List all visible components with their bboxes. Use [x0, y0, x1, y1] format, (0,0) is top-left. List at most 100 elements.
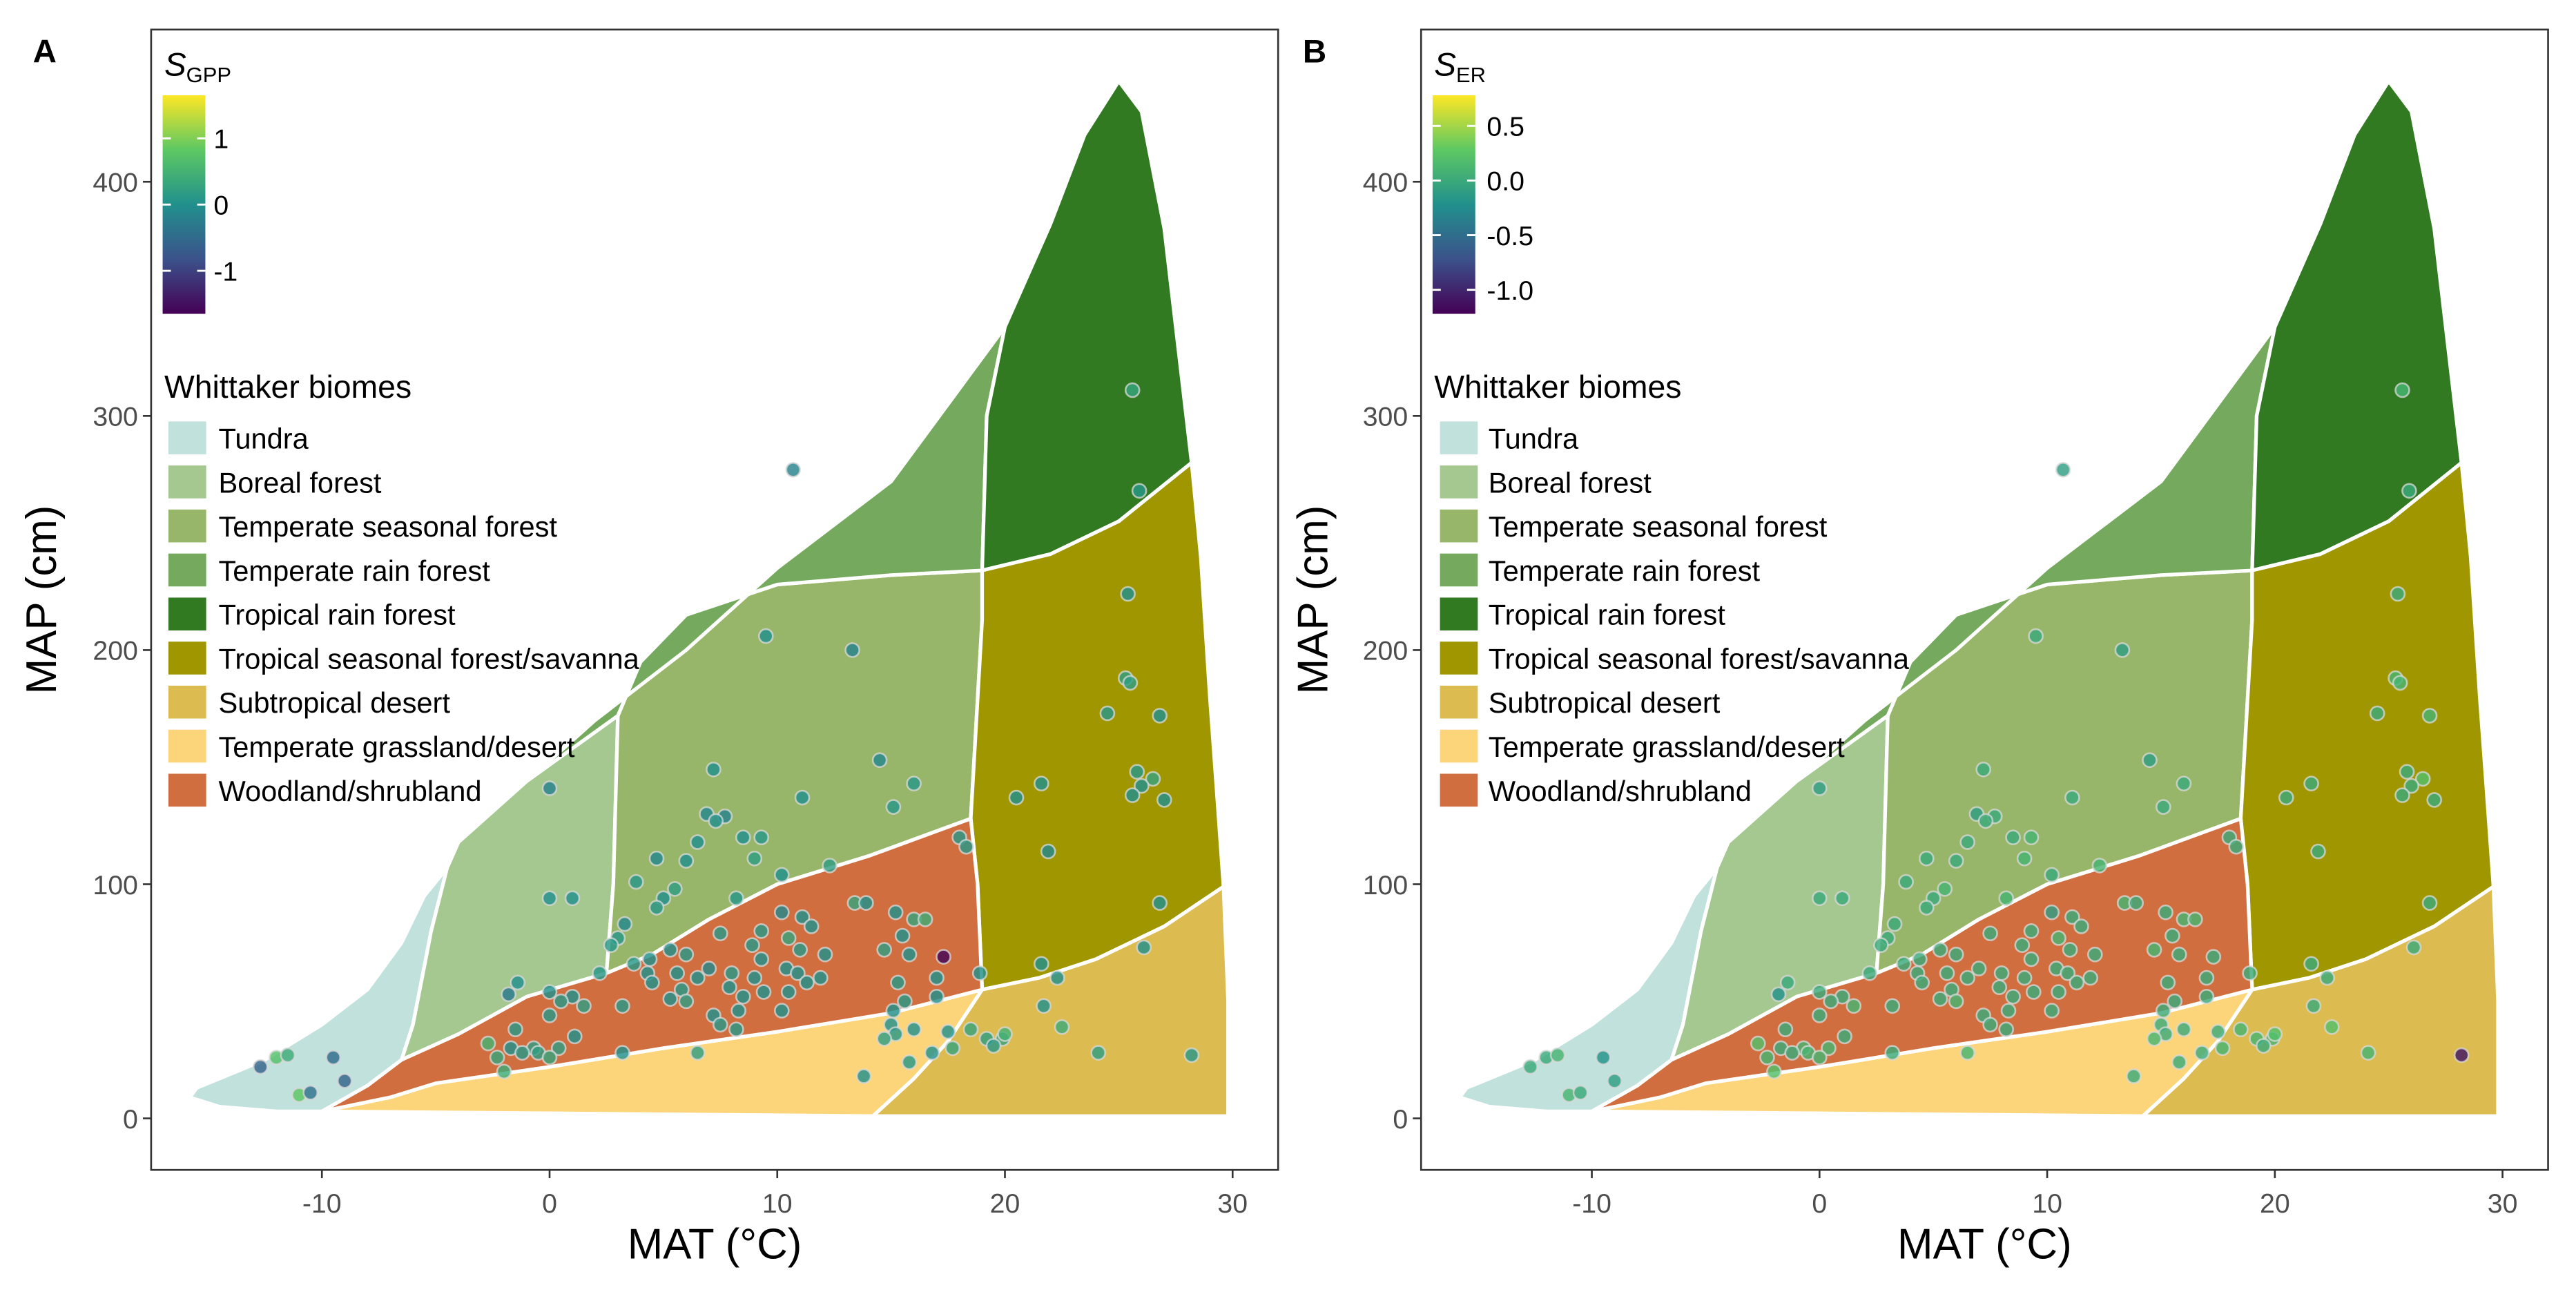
data-point: [2394, 787, 2410, 803]
data-point: [2194, 1045, 2210, 1061]
y-tick-label: 200: [1363, 636, 1408, 666]
data-point: [1090, 1045, 1107, 1061]
data-point: [1779, 974, 1796, 991]
data-point: [2165, 927, 2180, 944]
legend-label: Temperate seasonal forest: [1489, 510, 1828, 543]
data-point: [794, 909, 811, 925]
data-point: [325, 1050, 342, 1066]
data-point: [735, 988, 751, 1005]
data-point: [667, 880, 683, 897]
data-point: [617, 916, 633, 932]
data-point: [1759, 1050, 1775, 1066]
y-tick-label: 200: [93, 636, 138, 666]
legend-swatch: [1438, 419, 1480, 456]
data-point: [735, 829, 751, 846]
y-tick-label: 0: [1393, 1104, 1408, 1135]
data-point: [2214, 1040, 2231, 1057]
legend-title: Whittaker biomes: [164, 369, 411, 405]
data-point: [2069, 974, 2085, 991]
data-point: [1811, 890, 1828, 907]
legend-swatch: [166, 639, 209, 677]
panel-a-border: [150, 28, 1279, 1171]
data-point: [678, 993, 695, 1010]
data-point: [1932, 991, 1948, 1007]
y-axis-title: MAP (cm): [1290, 505, 1337, 695]
data-point: [2369, 705, 2385, 722]
data-point: [1873, 937, 1889, 954]
legend-item: Tropical seasonal forest/savanna: [166, 639, 640, 677]
legend-swatch: [1438, 463, 1480, 501]
data-point: [744, 937, 760, 954]
data-point: [1607, 1072, 1623, 1089]
data-point: [2055, 461, 2071, 478]
biome-tropical-rain-forest-area: [2250, 79, 2463, 572]
data-point: [614, 998, 630, 1014]
data-point: [1998, 890, 2015, 907]
data-point: [1823, 993, 1839, 1010]
data-point: [644, 974, 660, 991]
data-point: [1120, 586, 1136, 602]
legend-label: Tropical seasonal forest/savanna: [218, 642, 639, 675]
data-point: [803, 918, 820, 934]
data-point: [2028, 628, 2044, 644]
data-point: [541, 984, 558, 1000]
data-point: [728, 890, 744, 907]
legend-item: Boreal forest: [1438, 463, 1652, 501]
data-point: [2051, 984, 2066, 1000]
data-point: [1054, 1019, 1070, 1035]
data-point: [1959, 1045, 1976, 1061]
data-point: [2394, 382, 2410, 398]
legend-swatch: [1438, 508, 1480, 544]
x-axis-title: MAT (°C): [628, 1221, 802, 1269]
data-point: [252, 1059, 269, 1075]
legend-label: Tropical seasonal forest/savanna: [1489, 642, 1910, 675]
data-point: [2421, 708, 2438, 724]
data-point: [755, 984, 772, 1000]
data-point: [1977, 813, 1994, 829]
data-point: [773, 904, 790, 920]
data-point: [2044, 867, 2060, 883]
colorbar-tick-label: 0: [213, 191, 229, 221]
x-tick-label: 20: [2260, 1188, 2290, 1219]
data-point: [2171, 1054, 2187, 1070]
data-point: [2023, 951, 2040, 967]
data-point: [280, 1047, 296, 1063]
data-point: [813, 970, 829, 986]
data-point: [2205, 949, 2222, 965]
data-point: [1572, 1084, 1589, 1101]
legend-label: Temperate rain forest: [218, 555, 490, 587]
data-point: [1834, 890, 1850, 907]
colorbar-tick-label: 0.5: [1486, 112, 1524, 142]
data-point: [1124, 787, 1141, 803]
legend-label: Boreal forest: [218, 466, 381, 499]
data-point: [2044, 904, 2060, 920]
data-point: [728, 1021, 744, 1038]
data-point: [929, 970, 945, 986]
data-point: [773, 1003, 790, 1019]
data-point: [592, 965, 608, 981]
biome-layer-a: [188, 79, 1230, 1118]
legend-label: Tropical rain forest: [1489, 599, 1726, 631]
legend-swatch: [166, 463, 209, 501]
data-point: [2005, 829, 2021, 846]
colorbar-tick-label: -1: [213, 256, 238, 287]
data-point: [1595, 1050, 1611, 1066]
data-point: [773, 867, 790, 883]
data-point: [1948, 993, 1964, 1010]
legend-item: Tundra: [166, 419, 309, 456]
data-point: [958, 838, 974, 855]
colorbar-title: SER: [1434, 46, 1486, 87]
data-point: [689, 970, 706, 986]
data-point: [794, 789, 811, 806]
legend-label: Woodland/shrubland: [1489, 775, 1752, 807]
data-point: [2426, 792, 2443, 808]
data-point: [1970, 961, 1987, 976]
data-point: [753, 923, 770, 939]
legend-item: Subtropical desert: [166, 684, 450, 720]
data-point: [2064, 789, 2080, 806]
data-point: [2064, 909, 2080, 925]
biome-tropical-rain-forest-area: [980, 79, 1194, 572]
legend-label: Tundra: [1489, 423, 1579, 455]
